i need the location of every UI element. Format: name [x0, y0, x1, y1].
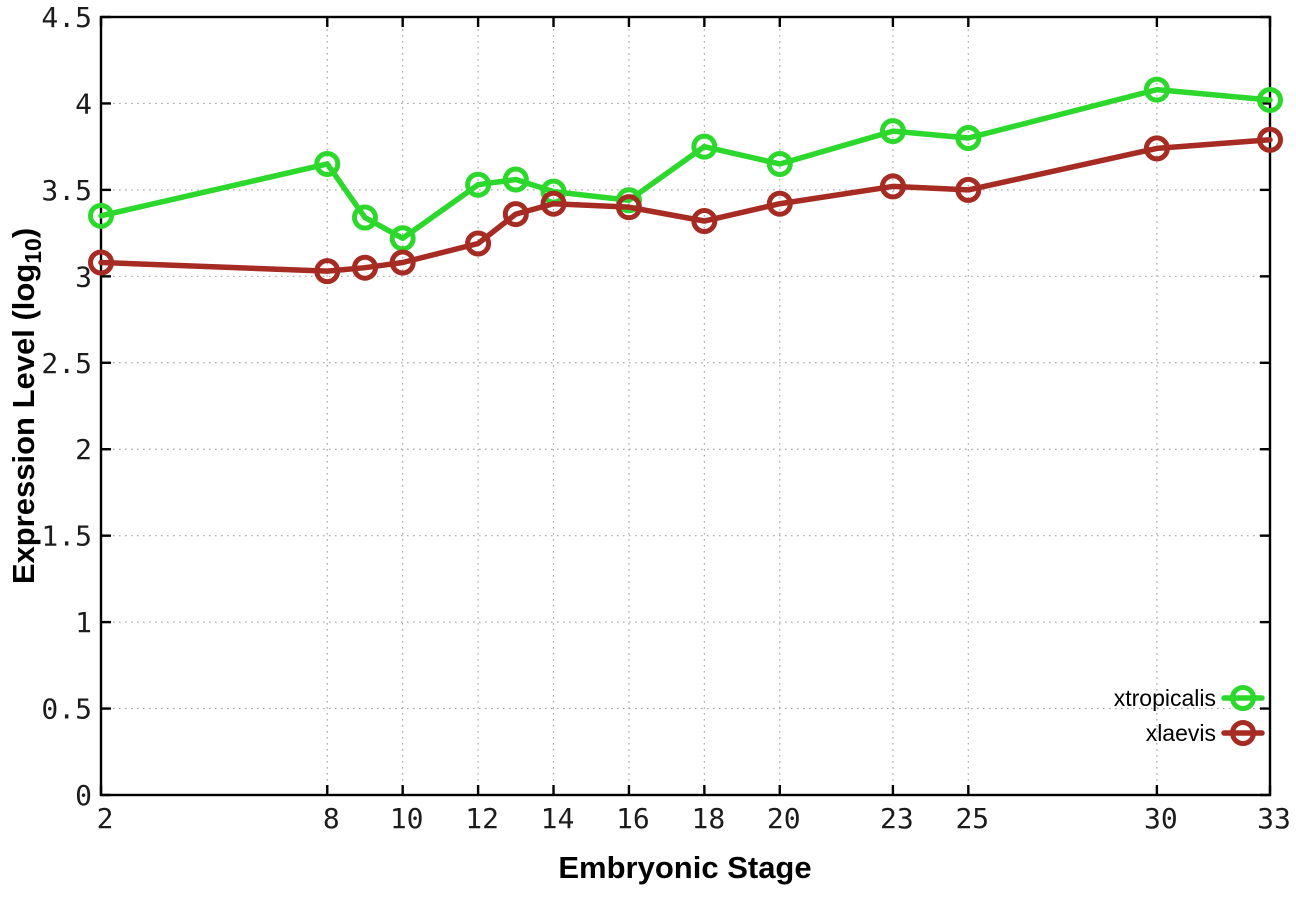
data-point-xtropicalis — [955, 125, 982, 152]
data-point-xlaevis — [766, 190, 793, 217]
data-point-xlaevis — [615, 194, 642, 221]
x-tick-label: 18 — [691, 802, 725, 835]
x-tick-label: 2 — [97, 802, 114, 835]
grid-layer — [100, 16, 1271, 796]
data-point-xtropicalis — [502, 166, 529, 193]
data-point-xlaevis — [540, 190, 567, 217]
y-tick-label: 2 — [75, 433, 92, 466]
x-tick-label: 8 — [323, 802, 340, 835]
legend-sample-marker-xlaevis — [1230, 720, 1256, 746]
y-tick-label: 2.5 — [41, 347, 92, 380]
x-tick-label: 23 — [880, 802, 914, 835]
data-point-xlaevis — [1257, 126, 1283, 153]
data-point-xlaevis — [465, 230, 492, 257]
y-tick-label: 1.5 — [41, 520, 92, 553]
y-tick-label: 3 — [75, 260, 92, 293]
data-point-xlaevis — [502, 201, 529, 228]
data-point-xlaevis — [389, 249, 416, 276]
plot-border — [99, 15, 1272, 797]
x-tick-label: 14 — [541, 802, 575, 835]
data-point-xtropicalis — [766, 150, 793, 177]
plot-border-layer — [99, 15, 1272, 797]
data-point-xtropicalis — [389, 225, 416, 252]
x-tick-label: 12 — [465, 802, 499, 835]
data-point-xlaevis — [351, 254, 378, 281]
y-tick-label: 0.5 — [41, 693, 92, 726]
y-tick-label: 3.5 — [41, 174, 92, 207]
series-layer — [88, 76, 1283, 285]
x-tick-label: 20 — [767, 802, 801, 835]
data-point-xlaevis — [879, 173, 906, 200]
x-tick-label: 16 — [616, 802, 650, 835]
data-point-xlaevis — [88, 249, 114, 276]
x-axis-label: Embryonic Stage — [558, 850, 811, 885]
x-tick-label: 25 — [955, 802, 989, 835]
data-point-xlaevis — [314, 258, 341, 285]
data-point-xtropicalis — [1257, 86, 1283, 113]
legend-marker-xtropicalis — [1221, 685, 1265, 711]
y-axis-label-close: ) — [6, 228, 41, 238]
x-tick-label: 30 — [1144, 802, 1178, 835]
data-point-xlaevis — [691, 208, 718, 235]
data-point-xtropicalis — [1143, 76, 1170, 103]
legend-label-xtropicalis: xtropicalis — [1114, 685, 1216, 711]
legend-marker-xlaevis — [1221, 720, 1265, 746]
data-point-xlaevis — [1143, 135, 1170, 162]
x-tick-label: 10 — [390, 802, 424, 835]
legend-label-xlaevis: xlaevis — [1146, 720, 1216, 746]
y-axis-label-main: Expression Level (log — [6, 264, 41, 584]
tick-layer: 2 8 10 12 14 16 18 20 23 25 30 33 0 0.5 1 1.5 2 2.5 3 3.5 4 4… — [41, 1, 1290, 835]
y-tick-label: 0 — [75, 779, 92, 812]
y-axis-label-subscript: 10 — [20, 238, 46, 264]
x-tick-label: 33 — [1257, 802, 1291, 835]
data-point-xtropicalis — [465, 171, 492, 198]
data-point-xtropicalis — [691, 133, 718, 160]
y-tick-label: 1 — [75, 606, 92, 639]
y-axis-label: Expression Level (log10) — [6, 228, 46, 584]
legend: xtropicalis xlaevis — [1114, 685, 1265, 746]
y-tick-label: 4.5 — [41, 1, 92, 34]
data-point-xlaevis — [955, 176, 982, 203]
data-point-xtropicalis — [879, 118, 906, 145]
legend-sample-marker-xtropicalis — [1230, 685, 1256, 711]
data-point-xtropicalis — [351, 204, 378, 231]
data-point-xtropicalis — [88, 202, 114, 229]
data-point-xtropicalis — [314, 150, 341, 177]
y-tick-label: 4 — [75, 87, 92, 120]
